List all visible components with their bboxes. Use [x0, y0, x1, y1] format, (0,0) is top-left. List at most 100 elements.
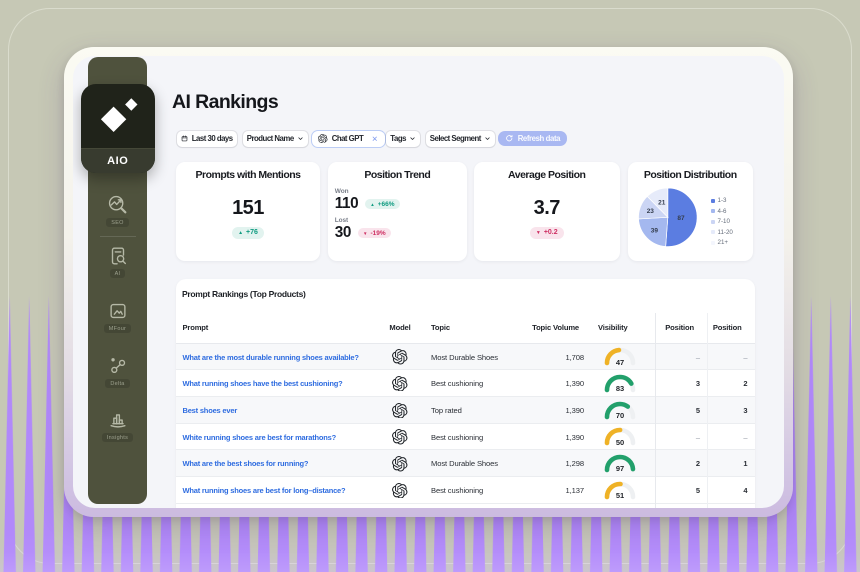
lost-delta-badge: ▼ -19%: [358, 227, 391, 239]
position-cell-1: 2: [695, 459, 700, 469]
table-row[interactable]: White running shoes are best for maratho…: [176, 423, 755, 451]
trend-arrow-icon: ▼: [363, 230, 368, 236]
prompt-link[interactable]: What are the best shoes for running?: [182, 459, 309, 469]
sidebar-item-delta[interactable]: Delta: [88, 355, 147, 388]
sidebar-item-mfour[interactable]: MFour: [88, 300, 147, 333]
sidebar-item-insights[interactable]: Insights: [88, 409, 147, 442]
position-distribution-pie: 87 39 23 21: [628, 162, 754, 261]
visibility-cell: 50: [585, 424, 655, 451]
legend-item: 11-20: [710, 227, 733, 238]
gpt-icon: [392, 376, 408, 392]
column-separator: [707, 312, 708, 508]
visibility-value: 50: [615, 437, 625, 447]
sidebar-item-ai[interactable]: AI: [88, 245, 147, 278]
card-position-trend: Position Trend Won 110 ▲ +66% Lost 30 ▼ -1…: [327, 162, 467, 262]
main-content: AI Rankings Last 30 days Product Name Ch…: [73, 56, 784, 508]
pie-slice-4-6: [637, 216, 668, 247]
card-position-distribution: Position Distribution 87 39 23 21 1-3 4-6 7-1…: [627, 162, 754, 262]
table-body: What are the most durable running shoes …: [176, 343, 755, 504]
model-cell: [382, 376, 418, 392]
legend-label: 7-10: [717, 218, 730, 226]
visibility-cell: 47: [585, 344, 655, 371]
card-prompts-with-mentions: Prompts with Mentions 151 ▲ +76: [176, 162, 320, 262]
legend-swatch: [710, 198, 715, 203]
chevron-down-icon: [297, 135, 304, 142]
segment-filter[interactable]: Select Segment: [425, 130, 496, 147]
column-header-topic[interactable]: Topic: [431, 323, 450, 333]
trend-arrow-icon: ▼: [535, 229, 541, 236]
column-header-vol[interactable]: Topic Volume: [532, 323, 579, 333]
average-value: 3.7: [533, 196, 561, 219]
legend-item: 7-10: [710, 217, 733, 228]
card-title: Position Trend: [364, 168, 431, 181]
column-separator: [655, 312, 656, 508]
table-row[interactable]: Best shoes ever Top rated 1,390 70 5 3: [176, 397, 755, 424]
refresh-label: Refresh data: [517, 134, 561, 144]
column-header-model[interactable]: Model: [389, 323, 411, 333]
card-title: Average Position: [508, 168, 586, 181]
refresh-data-button[interactable]: Refresh data: [498, 131, 568, 147]
legend-swatch: [710, 209, 715, 214]
topic-cell: Most Durable Shoes: [431, 352, 498, 362]
product-name-filter[interactable]: Product Name: [242, 130, 309, 147]
bottom-purple-wash: [0, 528, 860, 572]
column-header-vis[interactable]: Visibility: [598, 323, 628, 333]
legend-item: 21+: [710, 238, 733, 249]
column-header-pos[interactable]: Position: [665, 323, 694, 333]
table-row[interactable]: What running shoes have the best cushion…: [176, 370, 755, 398]
prompt-link[interactable]: What running shoes are best for long–dis…: [182, 485, 346, 495]
model-chip-label: Chat GPT: [331, 134, 364, 144]
model-chip[interactable]: Chat GPT: [312, 130, 385, 147]
position-cell-2: –: [743, 432, 748, 442]
logo-card[interactable]: AIO: [80, 84, 155, 173]
table-row[interactable]: What are the best shoes for running? Most…: [176, 450, 755, 478]
topic-volume-cell: 1,298: [565, 459, 584, 469]
prompt-link[interactable]: Best shoes ever: [182, 405, 238, 415]
position-cell-2: 2: [743, 379, 748, 389]
sidebar-item-label: AI: [109, 269, 126, 278]
model-cell: [382, 349, 418, 365]
topic-volume-cell: 1,390: [565, 379, 584, 389]
tags-filter[interactable]: Tags: [386, 130, 421, 147]
table-row[interactable]: What running shoes are best for long–dis…: [176, 477, 755, 504]
topic-cell: Best cushioning: [431, 379, 484, 389]
column-header-pos-2[interactable]: Position: [712, 323, 742, 333]
sidebar-item-label: MFour: [103, 324, 132, 333]
gpt-icon: [392, 483, 408, 499]
pie-legend: 1-3 4-6 7-10 11-20 21+: [710, 196, 733, 249]
prompt-link[interactable]: What are the most durable running shoes …: [182, 352, 359, 362]
won-delta-badge: ▲ +66%: [365, 198, 400, 210]
pie-slice-11-20: [646, 187, 668, 219]
topic-cell: Top rated: [431, 405, 462, 415]
chevron-down-icon: [409, 135, 416, 142]
pie-slice-value: 23: [646, 208, 654, 215]
date-range-label: Last 30 days: [191, 134, 233, 144]
table-row[interactable]: What are the most durable running shoes …: [176, 343, 755, 371]
average-delta: +0.2: [543, 229, 558, 237]
model-cell: [382, 429, 418, 445]
topic-cell: Best cushioning: [431, 485, 484, 495]
tags-label: Tags: [390, 134, 406, 144]
logo-mark: [81, 84, 155, 148]
app-window-content: SEO AI MFour Delta Insights AIO AI Rankings …: [73, 56, 784, 508]
prompt-link[interactable]: What running shoes have the best cushion…: [182, 379, 343, 389]
gpt-icon: [392, 456, 408, 472]
column-header-prompt[interactable]: Prompt: [182, 323, 209, 333]
sidebar-item-label: SEO: [106, 218, 129, 227]
close-icon[interactable]: [371, 135, 379, 143]
visibility-gauge: 83: [603, 373, 637, 394]
pie-slice-value: 39: [650, 228, 658, 235]
sidebar-item-seo[interactable]: SEO: [88, 194, 147, 227]
topic-cell: Best cushioning: [431, 432, 484, 442]
legend-item: 1-3: [710, 196, 733, 207]
gpt-icon: [392, 403, 408, 419]
date-range-filter[interactable]: Last 30 days: [177, 130, 237, 147]
pie-chart: 87 39 23 21: [637, 187, 697, 247]
prompt-link[interactable]: White running shoes are best for maratho…: [182, 432, 337, 442]
gpt-icon: [392, 349, 408, 365]
trend-arrow-icon: ▲: [238, 229, 244, 236]
legend-swatch: [710, 240, 715, 245]
table-title: Prompt Rankings (Top Products): [182, 289, 306, 299]
topic-cell: Most Durable Shoes: [431, 459, 498, 469]
